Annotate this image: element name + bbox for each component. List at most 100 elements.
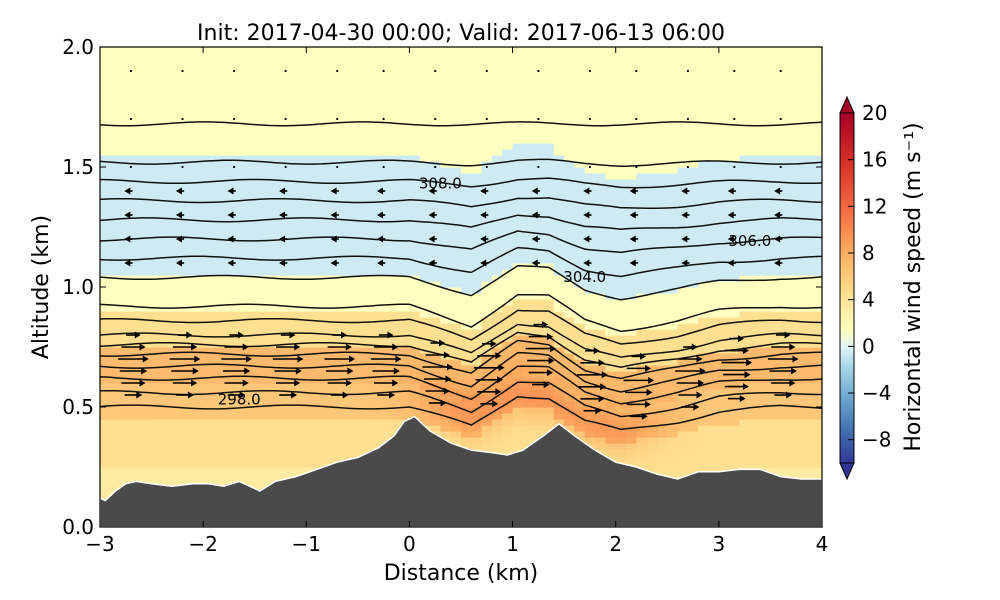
field-cell <box>234 155 245 162</box>
field-cell <box>533 233 545 240</box>
field-cell <box>244 161 256 168</box>
field-cell <box>368 431 380 438</box>
field-cell <box>182 287 194 294</box>
field-cell <box>533 179 545 186</box>
field-cell <box>667 65 679 72</box>
field-cell <box>409 113 421 120</box>
field-cell <box>337 269 349 276</box>
field-cell <box>667 305 679 312</box>
field-cell <box>718 77 730 84</box>
field-cell <box>667 113 679 120</box>
field-cell <box>130 311 142 318</box>
field-cell <box>244 305 256 312</box>
field-cell <box>667 155 679 162</box>
field-cell <box>130 191 142 198</box>
field-cell <box>295 125 307 132</box>
field-cell <box>450 359 462 366</box>
field-cell <box>223 359 235 366</box>
field-cell <box>151 119 163 126</box>
field-cell <box>419 77 431 84</box>
field-cell <box>419 173 431 180</box>
field-cell <box>708 257 720 264</box>
field-cell <box>564 107 576 114</box>
field-cell <box>306 323 318 330</box>
field-cell <box>491 437 503 444</box>
field-cell <box>378 383 390 390</box>
field-cell <box>306 101 318 108</box>
field-cell <box>130 107 142 114</box>
field-cell <box>718 59 730 66</box>
field-cell <box>646 173 658 180</box>
field-cell <box>533 335 545 342</box>
field-cell <box>182 479 194 486</box>
field-cell <box>729 443 741 450</box>
field-cell <box>378 59 390 66</box>
field-cell <box>481 125 493 132</box>
field-cell <box>430 329 441 336</box>
field-cell <box>419 119 431 126</box>
field-cell <box>687 173 699 180</box>
field-cell <box>295 173 307 180</box>
field-cell <box>306 413 318 420</box>
field-cell <box>605 95 617 102</box>
field-cell <box>182 185 194 192</box>
field-cell <box>337 83 349 90</box>
field-cell <box>522 179 534 186</box>
field-cell <box>100 215 111 222</box>
field-cell <box>677 209 689 216</box>
field-cell <box>574 341 586 348</box>
field-cell <box>450 167 462 174</box>
field-cell <box>295 263 307 270</box>
field-cell <box>234 329 245 336</box>
field-cell <box>636 95 648 102</box>
field-cell <box>182 215 194 222</box>
field-cell <box>595 269 606 276</box>
field-cell <box>357 431 369 438</box>
field-cell <box>151 353 163 360</box>
field-cell <box>698 191 710 198</box>
field-cell <box>626 359 637 366</box>
field-cell <box>491 143 503 150</box>
field-cell <box>388 275 400 282</box>
field-cell <box>316 113 328 120</box>
field-cell <box>182 131 194 138</box>
field-cell <box>316 155 328 162</box>
field-cell <box>120 245 132 252</box>
field-cell <box>667 287 679 294</box>
field-cell <box>141 293 153 300</box>
field-cell <box>564 419 576 426</box>
field-cell <box>100 71 111 78</box>
field-cell <box>461 251 472 258</box>
field-cell <box>584 353 596 360</box>
field-cell <box>100 365 111 372</box>
field-cell <box>626 461 637 468</box>
field-cell <box>698 371 710 378</box>
field-cell <box>378 149 390 156</box>
field-cell <box>295 137 307 144</box>
field-cell <box>347 113 359 120</box>
field-cell <box>388 269 400 276</box>
field-cell <box>182 233 194 240</box>
field-cell <box>161 431 173 438</box>
field-cell <box>543 131 555 138</box>
field-cell <box>244 377 256 384</box>
field-cell <box>347 221 359 228</box>
field-cell <box>337 155 349 162</box>
field-cell <box>656 71 668 78</box>
field-cell <box>254 383 266 390</box>
field-cell <box>605 269 617 276</box>
field-cell <box>378 299 390 306</box>
field-cell <box>595 443 606 450</box>
field-cell <box>347 47 359 54</box>
field-cell <box>553 215 565 222</box>
field-cell <box>502 245 514 252</box>
field-cell <box>110 209 122 216</box>
field-cell <box>368 161 380 168</box>
field-cell <box>471 155 483 162</box>
field-cell <box>522 161 534 168</box>
field-cell <box>357 449 369 456</box>
field-cell <box>172 299 184 306</box>
field-cell <box>471 287 483 294</box>
field-cell <box>522 293 534 300</box>
field-cell <box>729 89 741 96</box>
